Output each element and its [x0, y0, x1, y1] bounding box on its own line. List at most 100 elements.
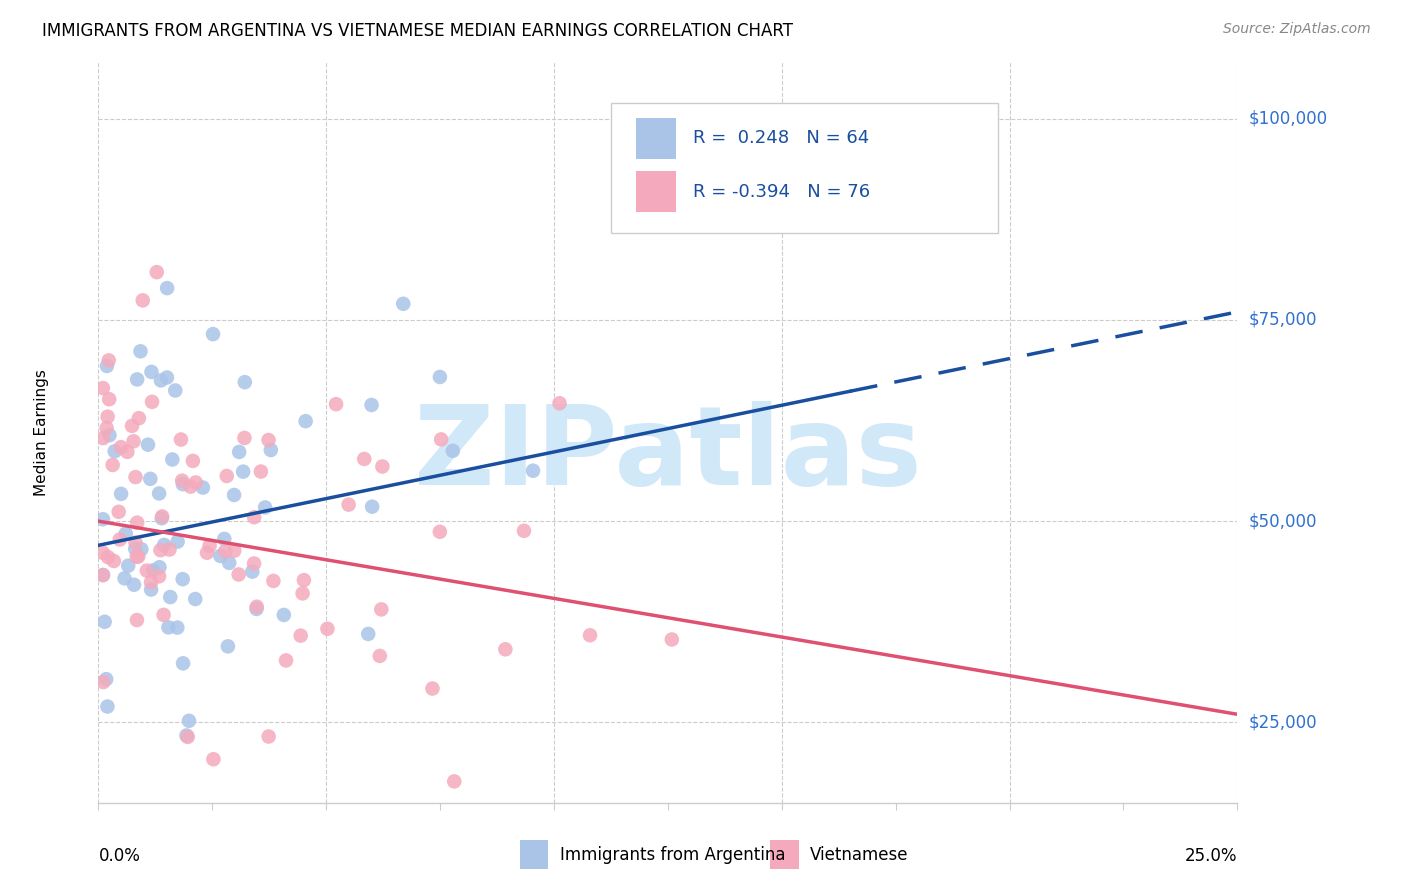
Point	[243, 557, 266, 571]
Point	[108, 533, 131, 547]
Point	[218, 556, 240, 570]
Point	[107, 505, 129, 519]
Point	[233, 431, 256, 445]
Point	[124, 470, 146, 484]
Point	[125, 613, 148, 627]
Text: $25,000: $25,000	[1249, 714, 1317, 731]
Point	[91, 512, 114, 526]
Text: 0.0%: 0.0%	[98, 847, 141, 865]
Point	[156, 281, 179, 295]
Point	[131, 542, 153, 557]
Point	[368, 648, 391, 663]
Point	[96, 421, 118, 435]
Text: 25.0%: 25.0%	[1185, 847, 1237, 865]
Point	[172, 572, 194, 586]
Point	[274, 653, 297, 667]
Point	[294, 414, 316, 428]
Point	[91, 431, 114, 445]
Point	[124, 541, 146, 556]
Point	[101, 458, 124, 472]
Point	[96, 359, 118, 373]
Text: IMMIGRANTS FROM ARGENTINA VS VIETNAMESE MEDIAN EARNINGS CORRELATION CHART: IMMIGRANTS FROM ARGENTINA VS VIETNAMESE …	[42, 22, 793, 40]
Point	[443, 774, 465, 789]
Point	[191, 481, 214, 495]
Point	[114, 571, 136, 585]
Point	[184, 592, 207, 607]
FancyBboxPatch shape	[612, 103, 998, 233]
Point	[104, 444, 127, 458]
Point	[121, 418, 143, 433]
Point	[392, 297, 415, 311]
Point	[128, 411, 150, 425]
Point	[132, 293, 155, 308]
Point	[166, 621, 188, 635]
Point	[371, 459, 394, 474]
Point	[357, 627, 380, 641]
Point	[246, 599, 269, 614]
Point	[370, 602, 392, 616]
Point	[195, 546, 218, 560]
Point	[148, 569, 170, 583]
Point	[91, 568, 114, 582]
Point	[209, 549, 232, 563]
Point	[110, 487, 132, 501]
Point	[245, 602, 267, 616]
Point	[361, 500, 384, 514]
Point	[172, 477, 194, 491]
Point	[170, 433, 193, 447]
Text: Vietnamese: Vietnamese	[810, 846, 908, 863]
Point	[148, 560, 170, 574]
Point	[122, 434, 145, 449]
Text: Median Earnings: Median Earnings	[34, 369, 49, 496]
Point	[176, 729, 198, 743]
Point	[149, 543, 172, 558]
Text: Immigrants from Argentina: Immigrants from Argentina	[560, 846, 785, 863]
Point	[124, 535, 146, 549]
Point	[202, 752, 225, 766]
Point	[127, 516, 149, 530]
Point	[201, 327, 224, 342]
Text: $75,000: $75,000	[1249, 311, 1317, 329]
Text: $50,000: $50,000	[1249, 512, 1317, 530]
Point	[91, 568, 114, 582]
Point	[97, 550, 120, 565]
Point	[233, 375, 256, 389]
Point	[337, 498, 360, 512]
Point	[180, 480, 202, 494]
Point	[353, 452, 375, 467]
Point	[316, 622, 339, 636]
Point	[96, 699, 118, 714]
Point	[149, 373, 172, 387]
Point	[91, 381, 114, 395]
Point	[97, 409, 120, 424]
Point	[150, 511, 173, 525]
Point	[232, 465, 254, 479]
Text: R =  0.248   N = 64: R = 0.248 N = 64	[693, 129, 869, 147]
Point	[214, 532, 236, 546]
Point	[254, 500, 277, 515]
Point	[172, 474, 194, 488]
Point	[122, 578, 145, 592]
Point	[214, 544, 236, 558]
Point	[579, 628, 602, 642]
Point	[228, 445, 250, 459]
Point	[291, 586, 314, 600]
Point	[172, 657, 194, 671]
Point	[198, 539, 221, 553]
Text: R = -0.394   N = 76: R = -0.394 N = 76	[693, 183, 870, 201]
Point	[148, 486, 170, 500]
Point	[135, 564, 157, 578]
Text: $100,000: $100,000	[1249, 110, 1327, 128]
Point	[181, 454, 204, 468]
Point	[117, 558, 139, 573]
Point	[150, 509, 173, 524]
Point	[290, 629, 312, 643]
Point	[103, 554, 125, 568]
Point	[548, 396, 571, 410]
Point	[177, 730, 200, 744]
Point	[129, 344, 152, 359]
Point	[513, 524, 536, 538]
Point	[152, 607, 174, 622]
Point	[240, 565, 263, 579]
Point	[139, 575, 162, 590]
